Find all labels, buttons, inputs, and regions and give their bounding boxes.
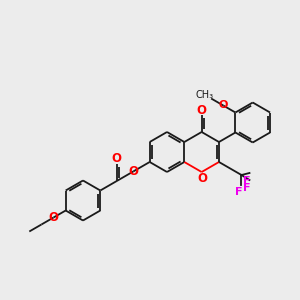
Text: CH₃: CH₃ (195, 89, 213, 100)
Text: O: O (219, 100, 228, 110)
Text: F: F (244, 176, 251, 186)
Text: F: F (244, 183, 251, 193)
Text: O: O (112, 152, 122, 166)
Text: O: O (196, 103, 207, 116)
Text: O: O (198, 172, 208, 184)
Text: O: O (128, 165, 138, 178)
Text: O: O (49, 211, 58, 224)
Text: F: F (236, 187, 243, 197)
